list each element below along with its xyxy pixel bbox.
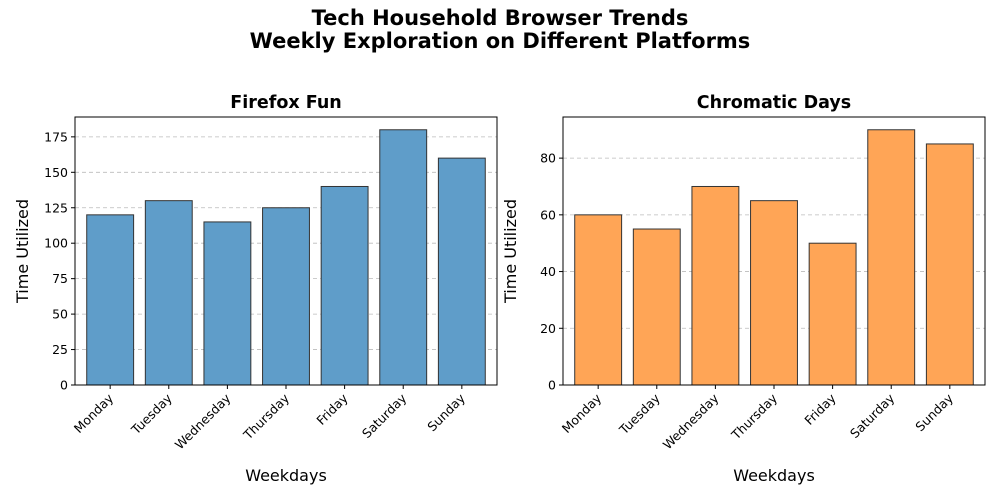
chart-1-bar-sunday [437, 157, 486, 386]
chart-2-ylabel: Time Utilized [501, 199, 520, 304]
chart-2-xtick-label: Wednesday [660, 390, 722, 452]
chart-1-xtick-label: Friday [313, 390, 351, 428]
chart-2-title: Chromatic Days [697, 93, 851, 113]
chart-1-xtick-label: Tuesday [128, 390, 176, 438]
chart-2-ytick-label: 0 [548, 378, 556, 393]
figure-title-line-1: Tech Household Browser Trends [311, 6, 689, 30]
chart-2-xtick-label: Monday [559, 390, 605, 436]
chart-1-bar-tuesday [144, 200, 193, 386]
chart-1-xtick-label: Monday [71, 390, 117, 436]
chart-2-xtick-label: Sunday [912, 390, 956, 434]
figure-title-line-2: Weekly Exploration on Different Platform… [249, 29, 751, 53]
chart-2-bar-wednesday [691, 185, 740, 386]
chart-1-ytick-label: 125 [44, 200, 68, 215]
chart-1: 0 25 50 75 100 125 150 175 Monday TuesdayWednesda… [13, 93, 498, 485]
chart-1-ytick-label: 50 [52, 307, 68, 322]
chart-1-ytick-label: 150 [44, 165, 68, 180]
chart-1-bar-friday [320, 185, 369, 386]
chart-2-xtick-label: Thursday [728, 390, 781, 443]
chart-1-ytick-label: 100 [44, 236, 68, 251]
figure-title: Tech Household Browser Trends Weekly Exp… [0, 7, 1000, 53]
chart-2-ytick-label: 40 [540, 264, 556, 279]
chart-1-ytick-label: 0 [60, 378, 68, 393]
chart-2-bar-tuesday [632, 228, 681, 386]
chart-2-bar-monday [574, 214, 623, 386]
chart-1-bar-saturday [379, 129, 428, 386]
chart-1-xtick-label: Sunday [424, 390, 468, 434]
chart-1-xtick-label: Thursday [240, 390, 293, 443]
chart-2-ytick-label: 60 [540, 207, 556, 222]
chart-1-xtick-label: Wednesday [172, 390, 234, 452]
chart-2-xtick-label: Tuesday [616, 390, 664, 438]
chart-2-xtick-label: Friday [801, 390, 839, 428]
chart-2-bar-saturday [867, 129, 916, 386]
chart-1-ytick-label: 75 [52, 271, 68, 286]
chart-2-ytick-label: 20 [540, 321, 556, 336]
chart-1-ytick-label: 175 [44, 129, 68, 144]
chart-1-title: Firefox Fun [230, 93, 341, 113]
chart-2-bar-thursday [750, 200, 798, 386]
chart-1-bar-monday [86, 214, 135, 386]
chart-2-ytick-label: 80 [540, 151, 556, 166]
chart-2-xtick-label: Saturday [847, 390, 898, 441]
chart-1-ytick-label: 25 [52, 342, 68, 357]
chart-1-xtick-label: Saturday [359, 390, 410, 441]
chart-2-bar-friday [808, 242, 857, 386]
chart-1-ylabel: Time Utilized [13, 199, 32, 304]
chart-1-bar-thursday [262, 207, 310, 386]
chart-2-bar-sunday [925, 143, 974, 386]
chart-2-xlabel: Weekdays [733, 466, 815, 485]
chart-1-bar-wednesday [203, 221, 252, 386]
chart-1-xlabel: Weekdays [245, 466, 327, 485]
